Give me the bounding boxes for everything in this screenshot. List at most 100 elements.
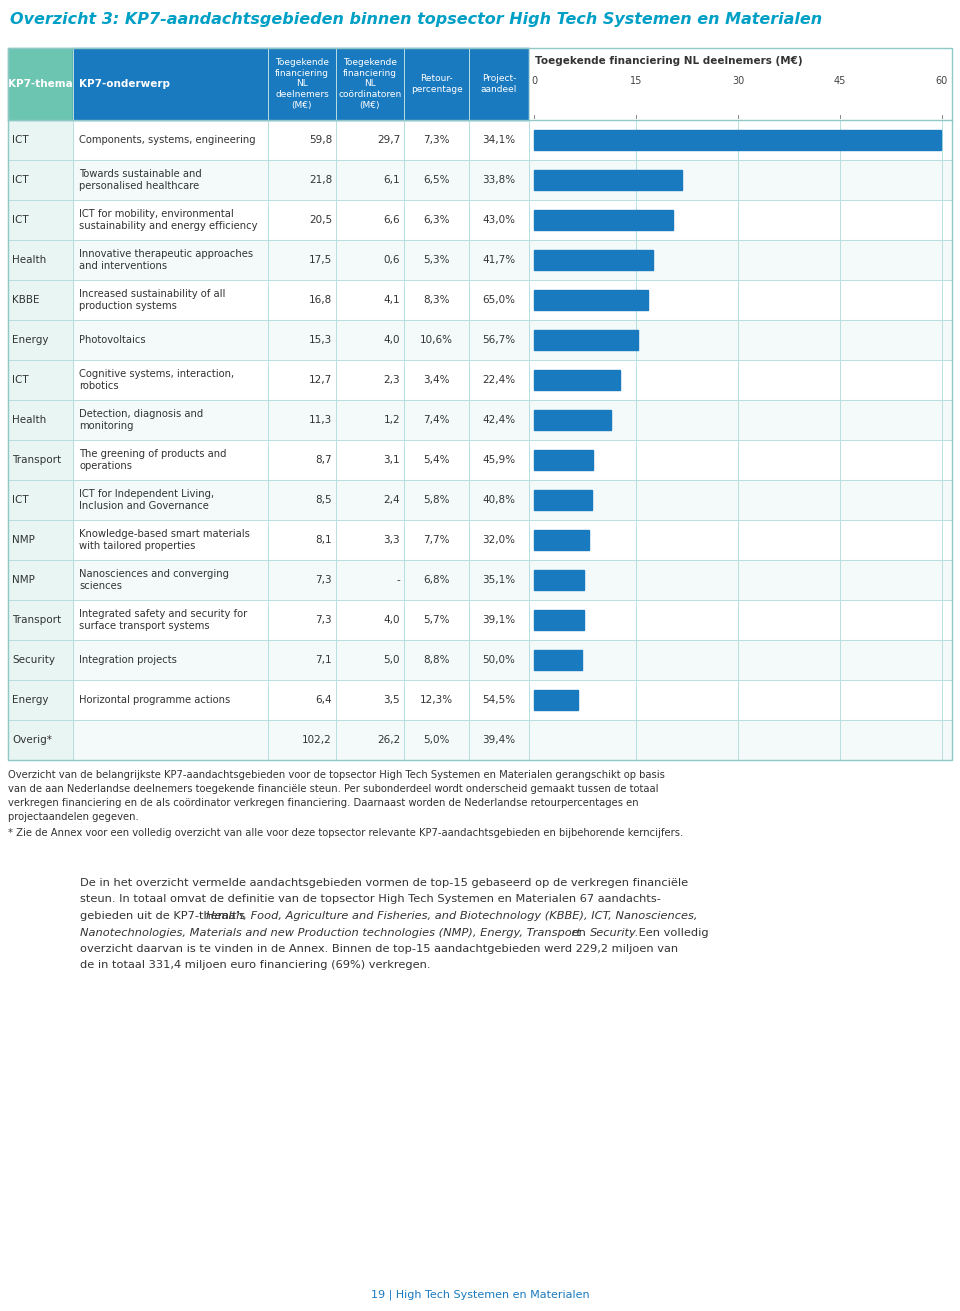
Text: Energy: Energy xyxy=(12,695,49,705)
Text: 8,1: 8,1 xyxy=(316,535,332,545)
Text: 7,3: 7,3 xyxy=(316,615,332,625)
Text: 22,4%: 22,4% xyxy=(483,375,516,385)
Text: Overzicht 3: KP7-aandachtsgebieden binnen topsector High Tech Systemen en Materi: Overzicht 3: KP7-aandachtsgebieden binne… xyxy=(10,12,822,28)
Text: Security.: Security. xyxy=(590,927,639,937)
Text: Integrated safety and security for
surface transport systems: Integrated safety and security for surfa… xyxy=(79,608,248,631)
Bar xyxy=(8,121,73,160)
Text: 60: 60 xyxy=(936,76,948,87)
Text: 2,3: 2,3 xyxy=(383,375,400,385)
Text: ICT: ICT xyxy=(12,215,29,225)
Text: NMP: NMP xyxy=(12,576,35,585)
Text: 45,9%: 45,9% xyxy=(483,455,516,465)
Bar xyxy=(534,409,611,430)
Bar xyxy=(8,680,952,720)
Text: -: - xyxy=(396,576,400,585)
Text: 0: 0 xyxy=(531,76,537,87)
Bar xyxy=(8,281,73,320)
Text: Overzicht van de belangrijkste KP7-aandachtsgebieden voor de topsector High Tech: Overzicht van de belangrijkste KP7-aanda… xyxy=(8,770,665,780)
Text: 20,5: 20,5 xyxy=(309,215,332,225)
Text: 5,0: 5,0 xyxy=(383,656,400,665)
Bar xyxy=(8,160,73,201)
Text: KBBE: KBBE xyxy=(12,295,39,305)
Text: 39,1%: 39,1% xyxy=(483,615,516,625)
Bar xyxy=(8,201,73,240)
Text: 65,0%: 65,0% xyxy=(483,295,516,305)
Bar xyxy=(534,249,653,270)
Bar xyxy=(8,361,73,400)
Bar xyxy=(8,49,73,121)
Text: ICT: ICT xyxy=(12,174,29,185)
Text: 35,1%: 35,1% xyxy=(483,576,516,585)
Bar xyxy=(534,450,593,471)
Text: 6,4: 6,4 xyxy=(316,695,332,705)
Text: 102,2: 102,2 xyxy=(302,735,332,745)
Bar xyxy=(73,49,529,121)
Text: Nanotechnologies, Materials and new Production technologies (NMP), Energy, Trans: Nanotechnologies, Materials and new Prod… xyxy=(80,927,581,937)
Text: 45: 45 xyxy=(834,76,846,87)
Text: Transport: Transport xyxy=(12,615,61,625)
Text: 10,6%: 10,6% xyxy=(420,336,453,345)
Bar xyxy=(8,560,73,600)
Text: ICT: ICT xyxy=(12,375,29,385)
Text: Overig*: Overig* xyxy=(12,735,52,745)
Text: NMP: NMP xyxy=(12,535,35,545)
Text: 4,1: 4,1 xyxy=(383,295,400,305)
Text: 8,3%: 8,3% xyxy=(423,295,449,305)
Text: verkregen financiering en de als coördinator verkregen financiering. Daarnaast w: verkregen financiering en de als coördin… xyxy=(8,798,638,808)
Text: Detection, diagnosis and
monitoring: Detection, diagnosis and monitoring xyxy=(79,409,204,431)
Text: 54,5%: 54,5% xyxy=(483,695,516,705)
Text: Horizontal programme actions: Horizontal programme actions xyxy=(79,695,230,705)
Text: projectaandelen gegeven.: projectaandelen gegeven. xyxy=(8,812,139,822)
Text: de in totaal 331,4 miljoen euro financiering (69%) verkregen.: de in totaal 331,4 miljoen euro financie… xyxy=(80,961,430,970)
Text: 7,1: 7,1 xyxy=(316,656,332,665)
Text: KP7-onderwerp: KP7-onderwerp xyxy=(79,79,170,89)
Text: 6,8%: 6,8% xyxy=(423,576,449,585)
Text: 15,3: 15,3 xyxy=(309,336,332,345)
Text: 8,7: 8,7 xyxy=(316,455,332,465)
Text: 41,7%: 41,7% xyxy=(483,256,516,265)
Text: 29,7: 29,7 xyxy=(376,135,400,146)
Text: 8,5: 8,5 xyxy=(316,496,332,505)
Text: gebieden uit de KP7-thema’s: gebieden uit de KP7-thema’s xyxy=(80,911,249,922)
Bar xyxy=(8,440,73,480)
Bar xyxy=(8,480,952,520)
Bar xyxy=(8,361,952,400)
Text: 11,3: 11,3 xyxy=(309,416,332,425)
Text: 12,7: 12,7 xyxy=(309,375,332,385)
Text: 59,8: 59,8 xyxy=(309,135,332,146)
Text: 56,7%: 56,7% xyxy=(483,336,516,345)
Text: steun. In totaal omvat de definitie van de topsector High Tech Systemen en Mater: steun. In totaal omvat de definitie van … xyxy=(80,894,660,905)
Text: Cognitive systems, interaction,
robotics: Cognitive systems, interaction, robotics xyxy=(79,368,234,391)
Text: Towards sustainable and
personalised healthcare: Towards sustainable and personalised hea… xyxy=(79,169,202,191)
Bar xyxy=(8,720,73,760)
Text: Energy: Energy xyxy=(12,336,49,345)
Bar xyxy=(8,600,73,640)
Bar xyxy=(534,690,578,711)
Bar xyxy=(534,530,589,551)
Text: 6,6: 6,6 xyxy=(383,215,400,225)
Text: 5,0%: 5,0% xyxy=(423,735,449,745)
Text: overzicht daarvan is te vinden in de Annex. Binnen de top-15 aandachtgebieden we: overzicht daarvan is te vinden in de Ann… xyxy=(80,944,678,954)
Text: 5,8%: 5,8% xyxy=(423,496,449,505)
Text: 3,1: 3,1 xyxy=(383,455,400,465)
Text: Integration projects: Integration projects xyxy=(79,656,177,665)
Text: ICT for mobility, environmental
sustainability and energy efficiency: ICT for mobility, environmental sustaina… xyxy=(79,208,257,231)
Bar xyxy=(534,569,584,590)
Text: Health, Food, Agriculture and Fisheries, and Biotechnology (KBBE), ICT, Nanoscie: Health, Food, Agriculture and Fisheries,… xyxy=(206,911,698,922)
Text: 33,8%: 33,8% xyxy=(483,174,516,185)
Text: 3,5: 3,5 xyxy=(383,695,400,705)
Text: 6,5%: 6,5% xyxy=(423,174,449,185)
Bar xyxy=(534,210,673,231)
Text: Nanosciences and converging
sciences: Nanosciences and converging sciences xyxy=(79,569,229,591)
Bar xyxy=(534,610,584,631)
Bar xyxy=(8,320,73,361)
Text: Security: Security xyxy=(12,656,55,665)
Text: Retour-
percentage: Retour- percentage xyxy=(411,75,463,94)
Text: Toegekende
financiering
NL
deelnemers
(M€): Toegekende financiering NL deelnemers (M… xyxy=(275,58,329,110)
Text: 30: 30 xyxy=(732,76,744,87)
Text: Toegekende financiering NL deelnemers (M€): Toegekende financiering NL deelnemers (M… xyxy=(535,56,803,66)
Text: 21,8: 21,8 xyxy=(309,174,332,185)
Bar xyxy=(534,169,683,190)
Text: 50,0%: 50,0% xyxy=(483,656,516,665)
Text: 5,7%: 5,7% xyxy=(423,615,449,625)
